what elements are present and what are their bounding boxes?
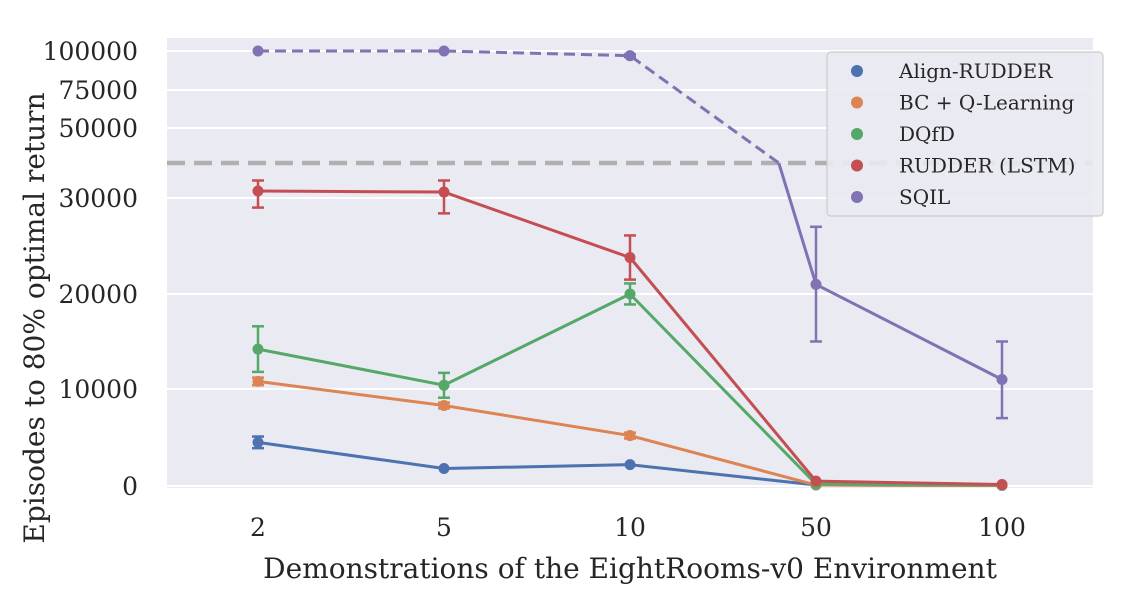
legend: Align-RUDDER BC + Q-Learning DQfD RUDDER (L… [826, 51, 1104, 217]
series-rudder-lstm [252, 179, 1008, 491]
data-point [252, 185, 264, 197]
data-point [438, 186, 450, 198]
x-tick-labels: 2 5 10 50 100 [250, 513, 1026, 542]
legend-label: Align-RUDDER [898, 59, 1053, 83]
x-tick-label: 100 [978, 513, 1026, 542]
legend-marker [851, 191, 863, 203]
y-tick-label: 75000 [58, 76, 138, 105]
data-point [624, 50, 636, 62]
data-point [996, 479, 1008, 491]
data-point [624, 252, 636, 264]
data-point [252, 343, 264, 355]
y-tick-labels: 0 10000 20000 30000 50000 75000 100000 [43, 37, 138, 501]
data-point [624, 430, 636, 442]
legend-marker [851, 96, 863, 109]
series-layer [252, 45, 1008, 492]
data-point [624, 459, 636, 471]
series-line-dashed [258, 49, 780, 165]
legend-label: SQIL [899, 185, 950, 209]
data-point [252, 45, 264, 57]
series-sqil [252, 45, 1008, 420]
data-point [252, 375, 264, 387]
x-tick-label: 10 [614, 513, 646, 542]
legend-marker [851, 159, 863, 172]
legend-label: DQfD [899, 122, 955, 146]
x-tick-label: 5 [436, 513, 452, 542]
y-tick-label: 100000 [43, 37, 138, 66]
data-point [438, 45, 450, 57]
y-axis-label: Episodes to 80% optimal return [18, 92, 51, 543]
data-point [996, 374, 1008, 385]
legend-label: RUDDER (LSTM) [899, 154, 1075, 178]
y-tick-label: 10000 [58, 375, 138, 404]
data-point [624, 288, 636, 300]
legend-marker [851, 128, 863, 140]
legend-box [826, 51, 1104, 217]
data-point [438, 379, 450, 391]
legend-label: BC + Q-Learning [899, 91, 1074, 115]
data-point [810, 475, 822, 487]
data-point [438, 399, 450, 411]
x-axis-label: Demonstrations of the EightRooms-v0 Envi… [263, 552, 997, 585]
data-point [438, 463, 450, 475]
y-tick-label: 50000 [58, 114, 138, 143]
data-point [252, 436, 264, 448]
legend-marker [851, 65, 863, 77]
x-tick-label: 2 [250, 513, 266, 542]
y-tick-label: 0 [122, 472, 138, 501]
data-point [810, 278, 822, 290]
x-tick-label: 50 [800, 513, 832, 542]
y-tick-label: 20000 [58, 280, 138, 309]
y-tick-label: 30000 [58, 184, 138, 213]
